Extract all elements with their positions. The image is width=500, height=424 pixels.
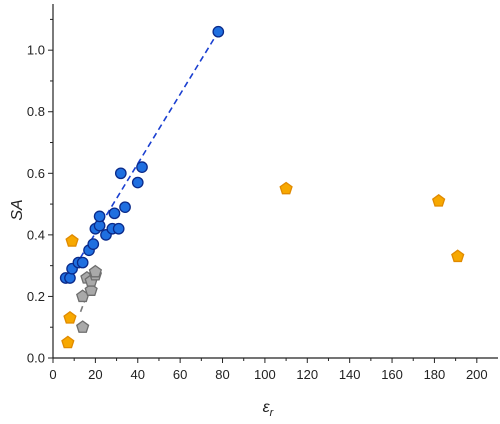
data-point — [114, 167, 127, 180]
y-tick-label: 1.0 — [27, 43, 45, 58]
data-markers — [59, 25, 465, 349]
y-axis-title: SA — [9, 199, 26, 220]
x-tick-label: 200 — [466, 367, 488, 382]
x-axis-title-symbol: ε — [263, 399, 271, 416]
axes: 0 20 40 60 80 100 120 140 160 180 200 0.0 0.2 0.4 0.6 0… — [27, 4, 498, 382]
fit-line — [69, 31, 219, 276]
x-tick-label: 160 — [381, 367, 403, 382]
data-point — [136, 161, 148, 173]
data-point — [93, 210, 106, 223]
x-axis-title: εr — [263, 399, 275, 419]
data-point — [212, 25, 225, 38]
y-tick-label: 0.2 — [27, 289, 45, 304]
data-point — [76, 320, 90, 333]
data-point — [65, 234, 79, 247]
y-tick-label: 0.6 — [27, 166, 45, 181]
data-point — [112, 222, 125, 235]
data-point — [88, 264, 103, 278]
x-tick-label: 180 — [424, 367, 446, 382]
y-tick-label: 0.8 — [27, 104, 45, 119]
x-tick-label: 120 — [296, 367, 318, 382]
data-point — [432, 194, 446, 207]
data-point — [63, 310, 77, 324]
data-point — [108, 207, 121, 220]
x-tick-label: 60 — [173, 367, 187, 382]
x-tick-label: 80 — [215, 367, 229, 382]
data-point — [451, 249, 465, 263]
data-point — [61, 335, 75, 349]
data-point — [131, 176, 144, 189]
y-tick-label: 0.0 — [27, 351, 45, 366]
data-point — [279, 181, 293, 195]
data-point — [87, 238, 100, 250]
data-point — [76, 256, 89, 269]
x-axis-title-subscript: r — [270, 407, 275, 419]
data-point — [84, 283, 98, 296]
x-tick-label: 40 — [131, 367, 145, 382]
y-tick-label: 0.4 — [27, 227, 45, 242]
x-tick-label: 0 — [49, 367, 56, 382]
x-tick-label: 140 — [339, 367, 361, 382]
x-tick-label: 20 — [88, 367, 102, 382]
x-tick-label: 100 — [254, 367, 276, 382]
data-point — [119, 201, 131, 214]
